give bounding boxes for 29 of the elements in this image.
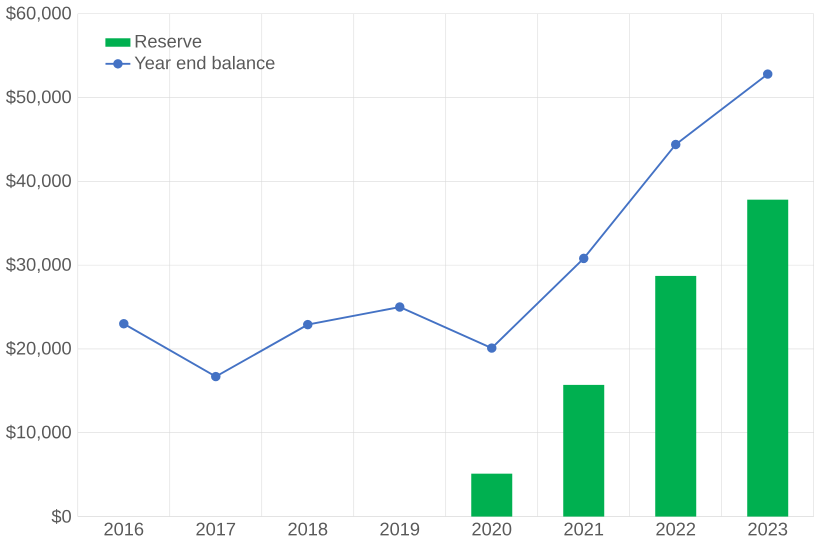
x-tick-label: 2021 [564, 522, 604, 536]
bar [747, 200, 788, 516]
legend-label: Year end balance [134, 56, 274, 70]
y-tick-label: $60,000 [6, 6, 71, 22]
bar [471, 474, 512, 516]
x-tick-label: 2022 [656, 522, 696, 536]
y-tick-label: $40,000 [6, 173, 71, 190]
y-tick-label: $50,000 [6, 89, 71, 106]
x-tick-label: 2019 [380, 522, 420, 536]
y-tick-label: $30,000 [6, 257, 71, 273]
x-tick-label: 2020 [472, 522, 512, 536]
x-tick-label: 2017 [196, 522, 236, 536]
bar [655, 276, 696, 516]
legend-label: Reserve [136, 34, 202, 48]
point [487, 343, 496, 353]
y-tick-label: $0 [52, 508, 71, 524]
x-tick-label: 2016 [104, 522, 144, 536]
point [395, 302, 404, 312]
x-tick-label: 2023 [748, 522, 788, 536]
point [119, 318, 129, 328]
point [579, 254, 588, 263]
bar [563, 384, 604, 516]
point [211, 372, 221, 382]
point [670, 140, 680, 150]
point [303, 320, 313, 330]
y-tick-label: $20,000 [6, 340, 71, 357]
point [762, 69, 772, 79]
x-tick-label: 2018 [288, 522, 328, 536]
y-tick-label: $10,000 [6, 424, 71, 440]
